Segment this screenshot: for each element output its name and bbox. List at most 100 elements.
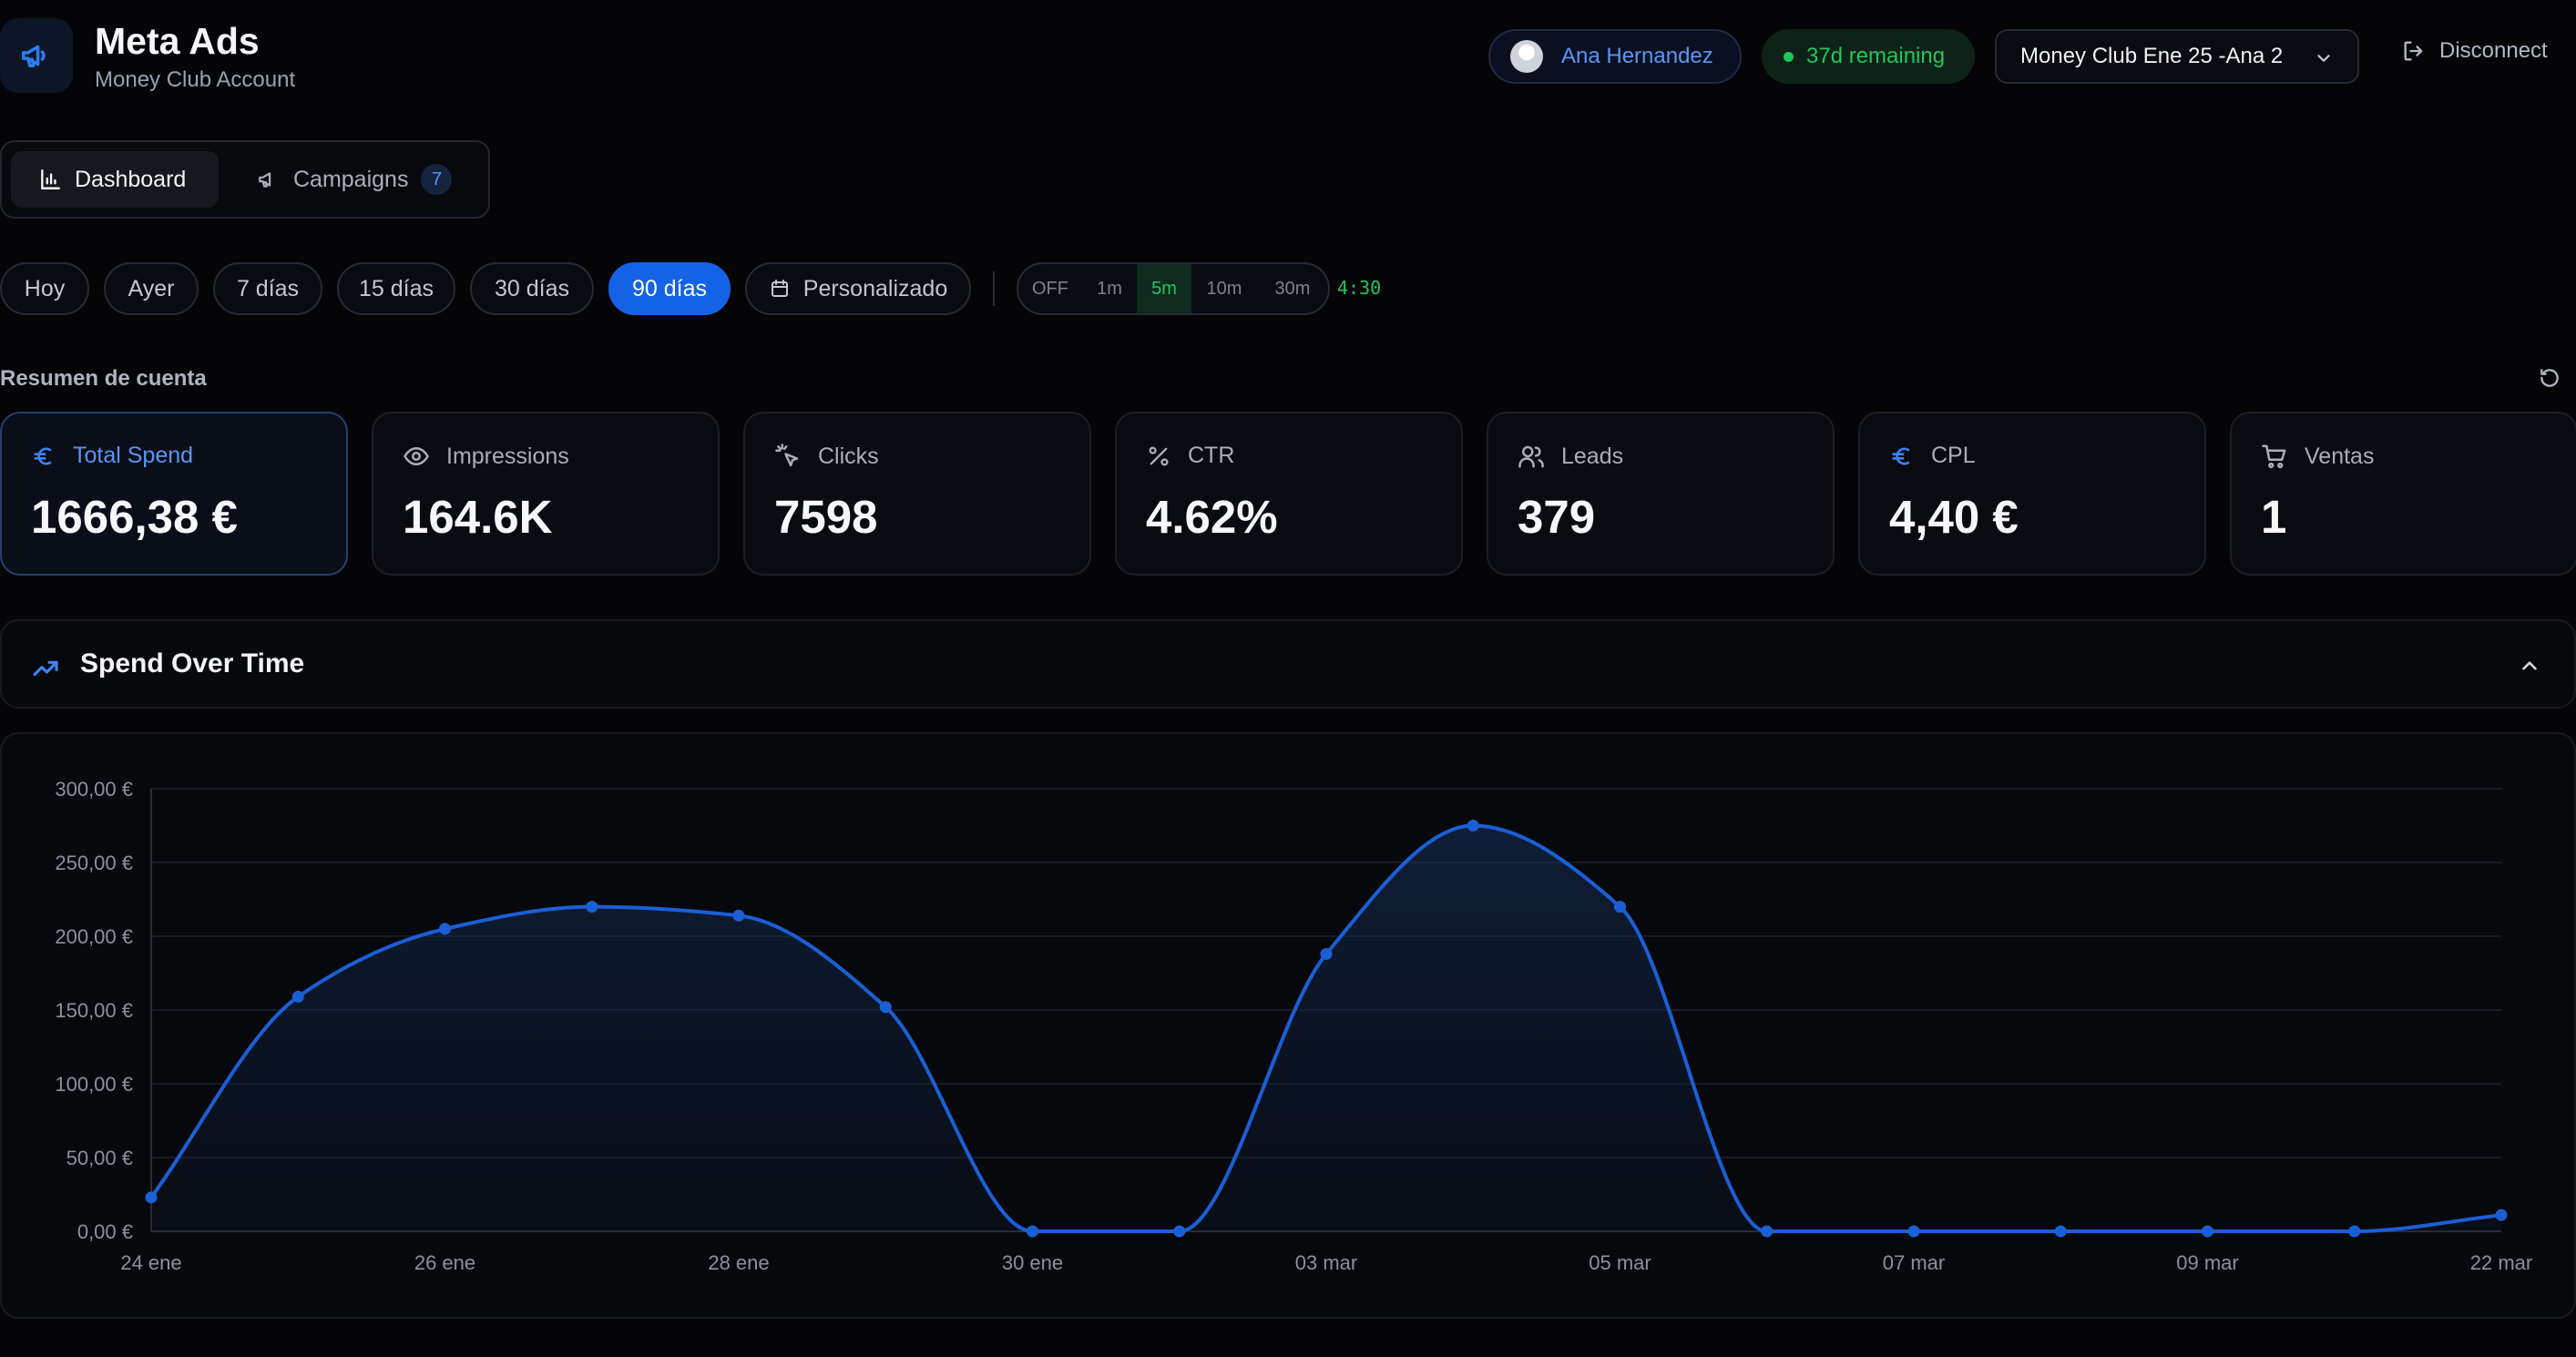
chevron-up-icon[interactable] <box>2518 654 2541 678</box>
data-point <box>879 1001 892 1014</box>
calendar-icon <box>771 280 788 297</box>
metric-card-total-spend[interactable]: Total Spend 1666,38 € <box>0 412 348 576</box>
data-point <box>732 909 745 922</box>
x-tick-label: 30 ene <box>1002 1251 1063 1274</box>
spend-chart-panel: 0,00 € 50,00 € 100,00 € 150,00 € 200,00 € 250… <box>0 732 2576 1319</box>
metric-card-impressions[interactable]: Impressions 164.6K <box>372 412 720 576</box>
x-tick-label: 24 ene <box>120 1251 181 1274</box>
data-point <box>1027 1225 1038 1238</box>
summary-title: Resumen de cuenta <box>0 366 207 391</box>
y-tick-label: 200,00 € <box>55 925 133 948</box>
users-icon <box>1518 445 1544 468</box>
filter-7-dias-button[interactable]: 7 días <box>213 262 322 315</box>
data-point <box>2202 1225 2213 1238</box>
card-value: 379 <box>1518 491 1596 543</box>
trending-up-icon <box>33 660 58 677</box>
chevron-down-icon <box>2317 55 2330 62</box>
data-point <box>1320 947 1333 960</box>
tab-dashboard[interactable]: Dashboard <box>11 151 219 208</box>
tab-label: Campaigns <box>293 166 409 192</box>
data-point <box>1907 1225 1920 1238</box>
filter-90-dias-button[interactable]: 90 días <box>608 262 731 315</box>
card-label: Leads <box>1561 443 1624 469</box>
card-value: 4.62% <box>1146 491 1278 543</box>
spend-over-time-header[interactable]: Spend Over Time <box>0 619 2576 709</box>
x-tick-label: 07 mar <box>1883 1251 1945 1274</box>
data-point <box>1173 1225 1186 1238</box>
y-tick-label: 300,00 € <box>55 778 133 801</box>
refresh-5m-option[interactable]: 5m <box>1137 264 1191 313</box>
metric-card-cpl[interactable]: CPL 4,40 € <box>1858 412 2206 576</box>
metric-card-ventas[interactable]: Ventas 1 <box>2230 412 2576 576</box>
cart-icon <box>2262 444 2286 469</box>
bar-chart-icon <box>41 169 60 189</box>
data-point <box>2348 1225 2361 1238</box>
card-value: 4,40 € <box>1889 491 2019 543</box>
refresh-countdown: 4:30 <box>1337 277 1382 299</box>
card-head: Clicks <box>774 443 879 470</box>
card-head: Impressions <box>403 443 569 470</box>
card-head: CTR <box>1146 443 1234 469</box>
metric-card-leads[interactable]: Leads 379 <box>1487 412 1835 576</box>
refresh-1m-option[interactable]: 1m <box>1097 278 1122 299</box>
filter-hoy-button[interactable]: Hoy <box>0 262 89 315</box>
card-head: Ventas <box>2261 443 2374 470</box>
app-title: Meta Ads <box>95 20 260 62</box>
header: Meta Ads Money Club Account Ana Hernande… <box>0 0 2576 118</box>
card-value: 7598 <box>774 491 878 543</box>
card-label: Impressions <box>446 443 569 469</box>
data-point <box>291 990 304 1003</box>
metric-card-ctr[interactable]: CTR 4.62% <box>1115 412 1463 576</box>
y-tick-label: 150,00 € <box>55 999 133 1022</box>
series-area <box>151 825 2501 1231</box>
card-value: 1666,38 € <box>31 491 238 543</box>
data-point <box>2054 1225 2067 1238</box>
x-tick-label: 05 mar <box>1589 1251 1651 1274</box>
card-head: CPL <box>1889 443 1976 469</box>
spend-chart: 0,00 € 50,00 € 100,00 € 150,00 € 200,00 € 250… <box>55 778 2532 1274</box>
account-select[interactable]: Money Club Ene 25 -Ana 2 <box>1995 29 2359 84</box>
chart-title: Spend Over Time <box>80 648 305 678</box>
card-value: 1 <box>2261 491 2287 543</box>
campaigns-count-badge: 7 <box>421 164 453 195</box>
data-point <box>2495 1209 2508 1221</box>
user-pill[interactable]: Ana Hernandez <box>1488 29 1742 84</box>
data-point <box>1467 820 1479 832</box>
disconnect-label: Disconnect <box>2439 38 2548 63</box>
refresh-30m-option[interactable]: 30m <box>1274 278 1311 299</box>
disconnect-button[interactable]: Disconnect <box>2401 38 2548 64</box>
data-point <box>1761 1225 1774 1238</box>
y-tick-label: 0,00 € <box>77 1220 133 1243</box>
card-head: Leads <box>1518 443 1623 470</box>
refresh-10m-option[interactable]: 10m <box>1206 278 1242 299</box>
card-head: Total Spend <box>31 443 193 469</box>
x-tick-label: 26 ene <box>414 1251 475 1274</box>
account-select-value: Money Club Ene 25 -Ana 2 <box>2020 44 2284 68</box>
data-point <box>1614 901 1626 913</box>
filter-15-dias-button[interactable]: 15 días <box>337 262 455 315</box>
tab-campaigns[interactable]: Campaigns 7 <box>230 151 475 208</box>
app-logo <box>0 18 73 93</box>
refresh-off-option[interactable]: OFF <box>1032 278 1068 299</box>
card-value: 164.6K <box>403 491 553 543</box>
data-point <box>145 1191 158 1204</box>
subscription-status-badge: 37d remaining <box>1762 29 1975 84</box>
megaphone-icon <box>259 172 271 188</box>
metric-card-clicks[interactable]: Clicks 7598 <box>743 412 1091 576</box>
x-tick-label: 03 mar <box>1295 1251 1357 1274</box>
y-tick-label: 100,00 € <box>55 1073 133 1096</box>
filter-custom-button[interactable]: Personalizado <box>745 262 971 315</box>
card-label: CTR <box>1188 443 1235 468</box>
filter-30-dias-button[interactable]: 30 días <box>470 262 594 315</box>
filter-ayer-button[interactable]: Ayer <box>104 262 199 315</box>
app-subtitle: Money Club Account <box>95 67 296 92</box>
card-label: Total Spend <box>73 443 194 468</box>
refresh-icon[interactable] <box>2538 366 2561 390</box>
x-tick-label: 28 ene <box>708 1251 769 1274</box>
card-label: Clicks <box>818 443 879 469</box>
data-point <box>586 901 598 913</box>
remaining-text: 37d remaining <box>1806 44 1946 68</box>
auto-refresh-selector: OFF 1m 5m 10m 30m <box>1017 262 1330 315</box>
euro-icon <box>1892 447 1910 464</box>
